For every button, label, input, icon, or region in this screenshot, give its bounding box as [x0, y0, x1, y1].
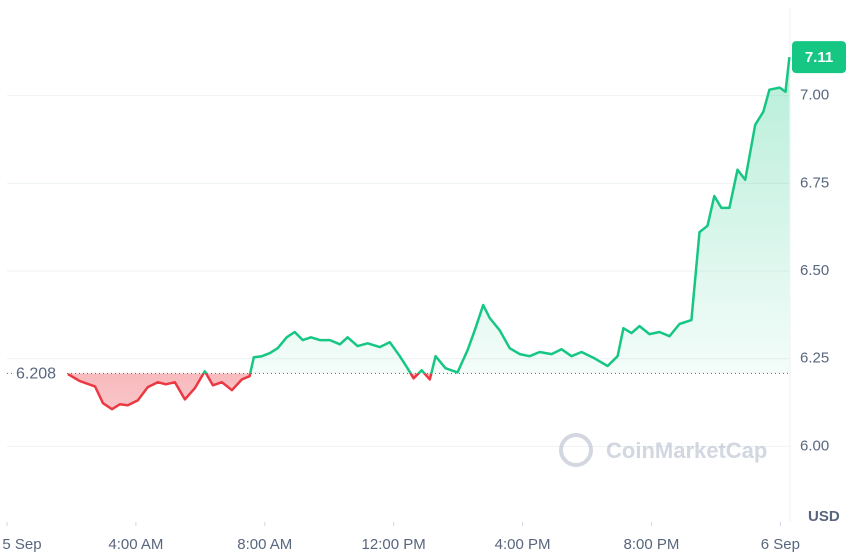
current-price-badge: [792, 41, 846, 74]
current-price-label: 7.11: [805, 49, 833, 66]
watermark-text: CoinMarketCap: [606, 438, 767, 463]
x-tick-label: 6 Sep: [761, 536, 800, 553]
price-line: [67, 56, 791, 411]
x-tick-label: 4:00 AM: [108, 536, 163, 553]
y-tick-label: 6.50: [800, 262, 829, 279]
reference-label-bg: [13, 363, 65, 384]
unit-label: USD: [808, 508, 840, 525]
x-tick-label: 8:00 PM: [624, 536, 680, 553]
x-tick-label: 12:00 PM: [362, 536, 426, 553]
y-tick-label: 6.25: [800, 350, 829, 367]
watermark: CoinMarketCap: [559, 433, 767, 467]
watermark-logo: [559, 433, 593, 467]
x-tick-label: 5 Sep: [2, 536, 41, 553]
y-tick-label: 6.00: [800, 437, 829, 454]
reference-label: 6.208: [16, 366, 56, 383]
x-tick-label: 8:00 AM: [237, 536, 292, 553]
area-fill: [67, 57, 790, 410]
y-tick-label: 7.00: [800, 87, 829, 104]
x-tick-label: 4:00 PM: [495, 536, 551, 553]
y-tick-label: 6.75: [800, 174, 829, 191]
